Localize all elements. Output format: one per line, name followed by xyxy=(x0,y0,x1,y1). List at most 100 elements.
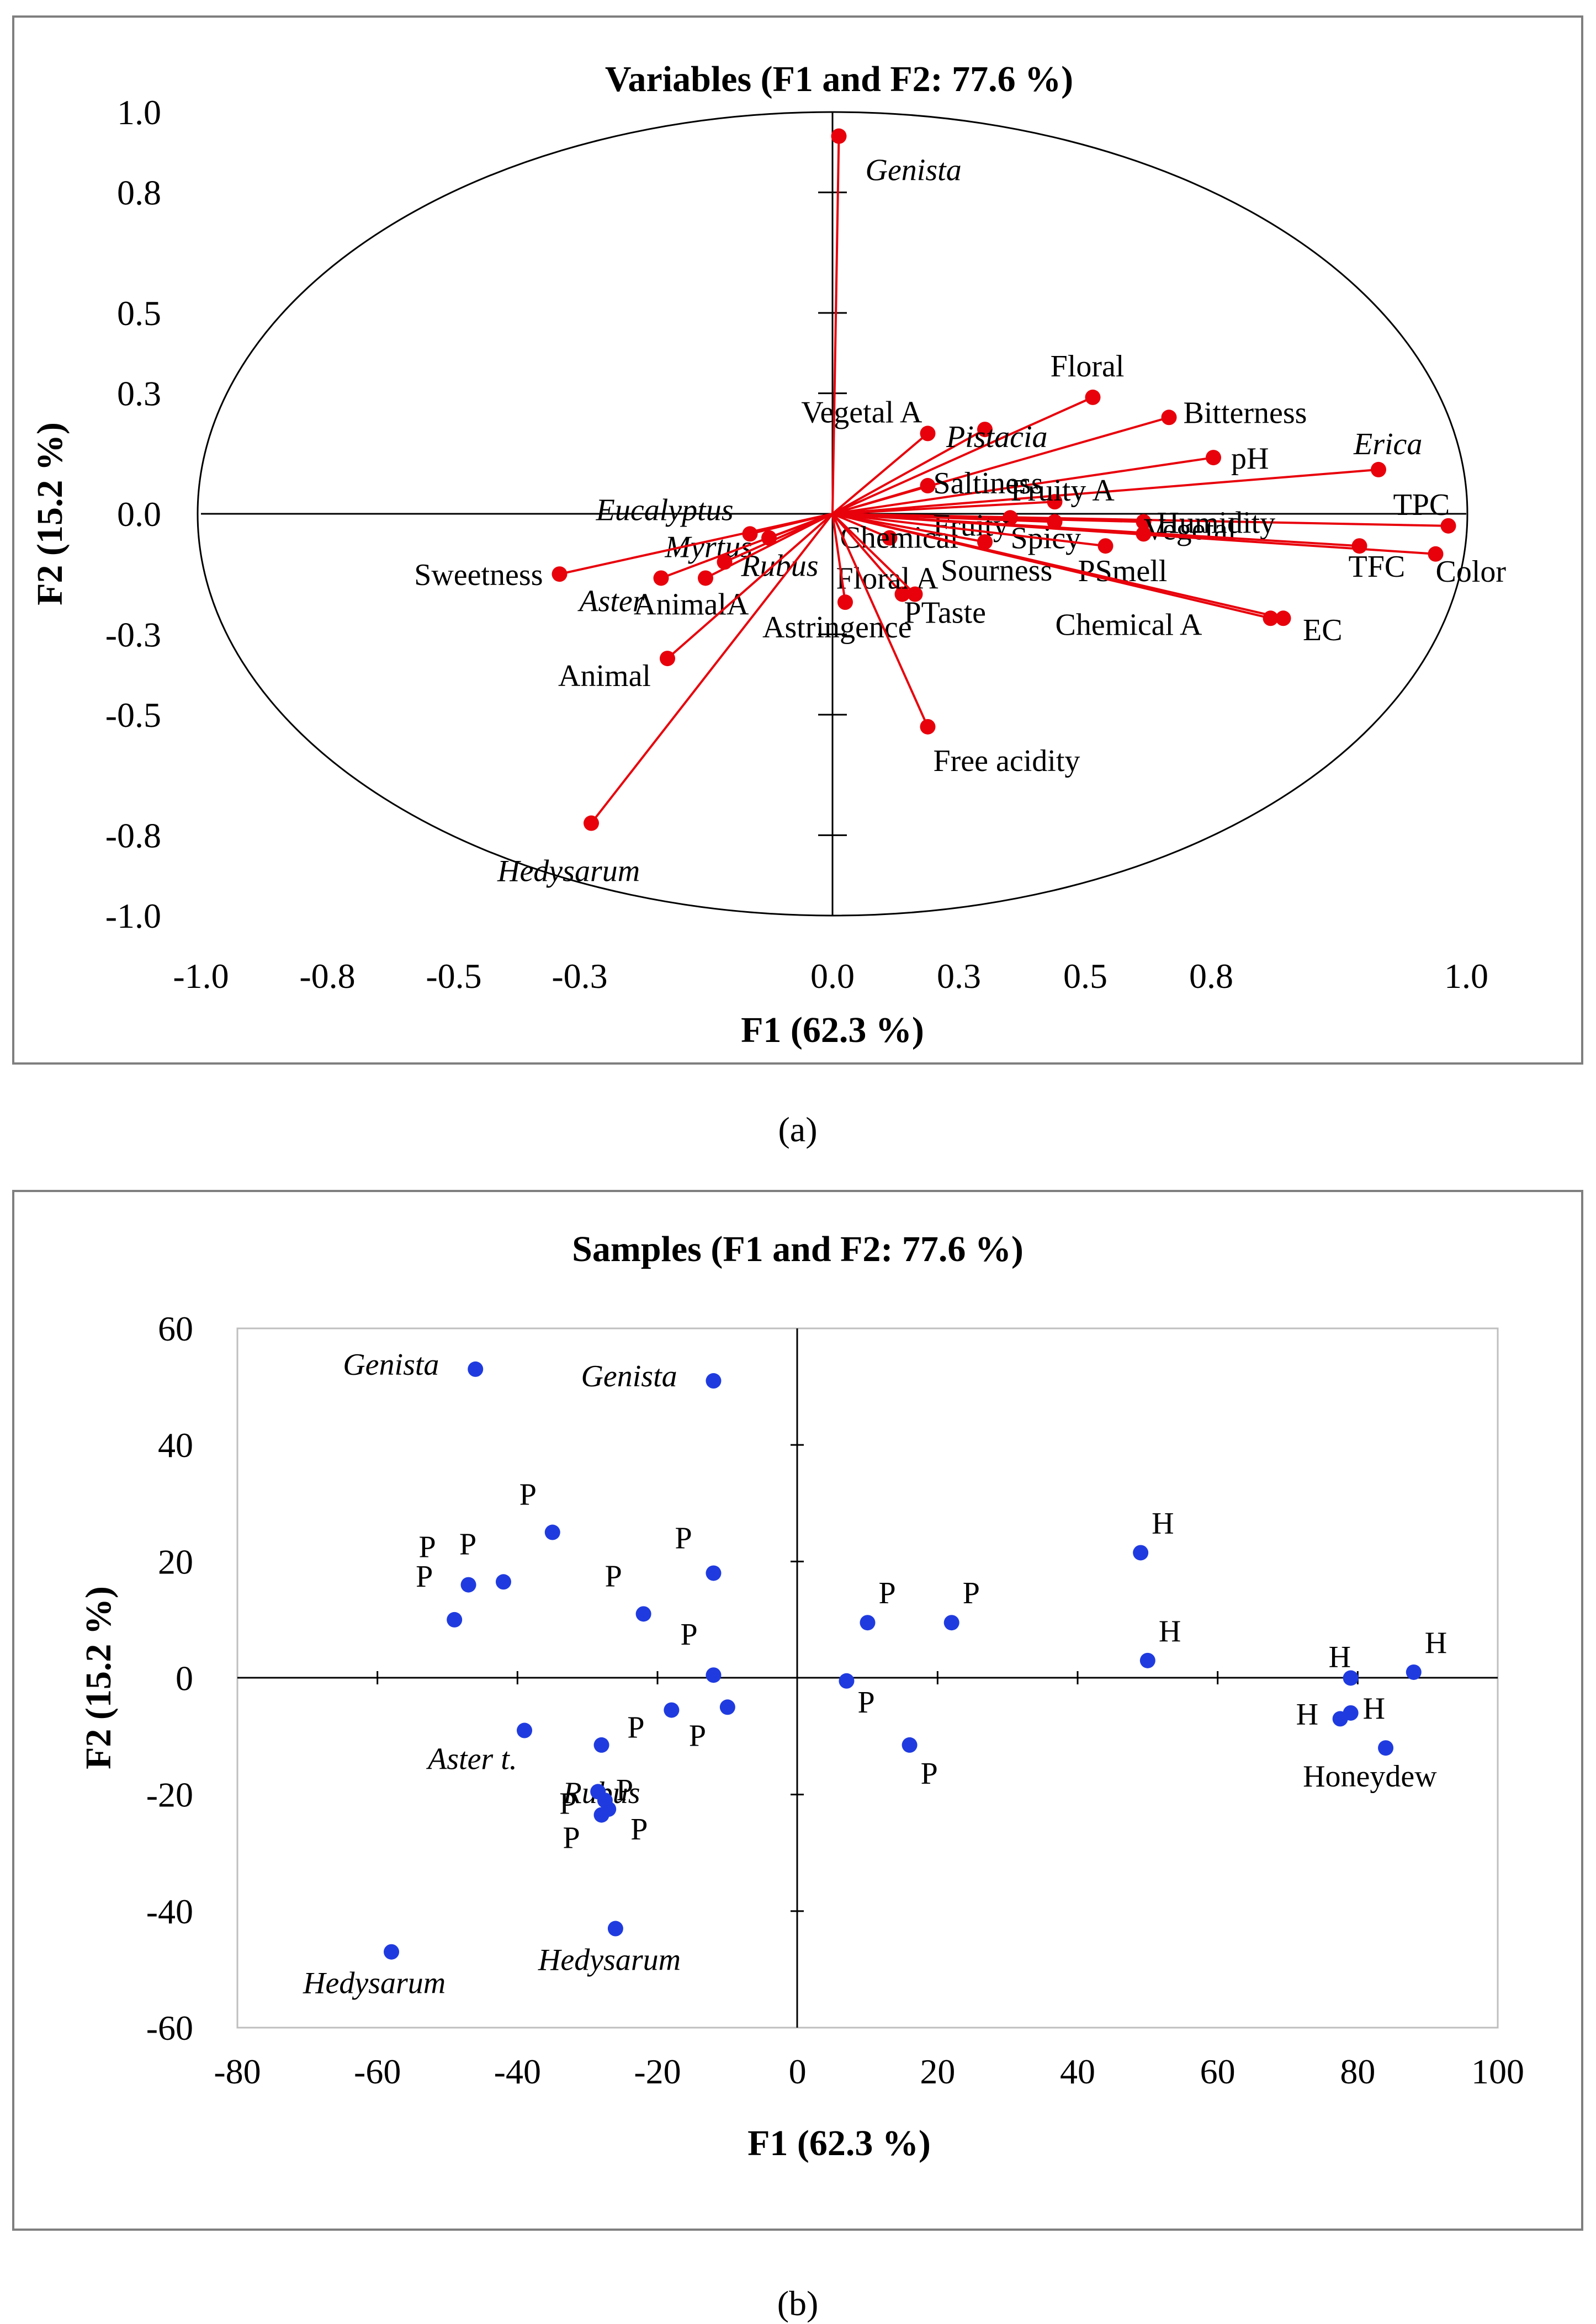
x-tick-label-a: 0.0 xyxy=(810,956,855,996)
vector-label-ph: pH xyxy=(1231,442,1269,476)
x-tick-label-a: -0.8 xyxy=(299,956,355,996)
sample-point-p xyxy=(593,1807,609,1823)
sample-point-p xyxy=(719,1699,735,1715)
sample-point-p xyxy=(902,1737,918,1753)
vector-label-eucalyptus: Eucalyptus xyxy=(596,493,734,527)
vector-label-erica: Erica xyxy=(1353,427,1422,461)
sample-label-p: P xyxy=(680,1618,697,1652)
x-tick-label-b: 0 xyxy=(789,2052,807,2091)
vector-point-fruity-a xyxy=(1047,494,1063,510)
x-tick-label-b: 80 xyxy=(1340,2052,1375,2091)
vector-point-hedysarum xyxy=(584,815,599,831)
sample-point-genista xyxy=(468,1361,484,1377)
vector-label-aster: Aster xyxy=(577,584,644,618)
sample-label-p: P xyxy=(563,1821,580,1855)
ticks-b: -80 -60 -40 -20 0 20 40 60 80 100 -60 -40 -20 0 20 40 60 xyxy=(146,1309,1524,2091)
x-tick-label-b: -40 xyxy=(494,2052,541,2091)
y-tick-label-b: -40 xyxy=(146,1892,193,1931)
panel-b: Samples (F1 and F2: 77.6 %) -80 -60 -40 -20… xyxy=(12,1190,1583,2231)
caption-b: (b) xyxy=(777,2284,819,2323)
y-axis-label-a: F2 (15.2 %) xyxy=(30,422,70,605)
y-tick-label-a: 0.8 xyxy=(117,173,161,212)
vector-label-free-acidity: Free acidity xyxy=(934,744,1080,778)
y-tick-label-a: -1.0 xyxy=(105,896,161,935)
vector-label-tfc: TFC xyxy=(1349,550,1406,584)
sample-label-p: P xyxy=(559,1786,576,1821)
y-tick-label-b: 60 xyxy=(158,1309,193,1348)
vector-label-bitterness: Bitterness xyxy=(1184,396,1307,430)
sample-label-genista: Genista xyxy=(343,1348,439,1382)
vector-label-fruity-a: Fruity A xyxy=(1011,474,1115,508)
vector-ptaste xyxy=(831,513,916,595)
sample-point-h xyxy=(1406,1664,1422,1680)
sample-point-p xyxy=(635,1606,651,1622)
panel-a-frame xyxy=(12,15,1583,1065)
vector-label-hedysarum: Hedysarum xyxy=(497,854,640,889)
vector-vegetal-a xyxy=(831,432,929,515)
vector-point-animal xyxy=(660,651,675,667)
x-axis-label-a: F1 (62.3 %) xyxy=(741,1010,924,1050)
chart-title-b: Samples (F1 and F2: 77.6 %) xyxy=(572,1229,1024,1269)
x-tick-label-a: -0.3 xyxy=(552,956,607,996)
y-tick-label-a: 0.5 xyxy=(117,294,161,333)
sample-label-hedysarum: Hedysarum xyxy=(303,1966,446,2001)
vector-point-sourness xyxy=(977,534,993,550)
vector-point-sweetness xyxy=(552,566,568,582)
vector-hedysarum xyxy=(590,513,834,824)
sample-label-h: H xyxy=(1152,1506,1174,1540)
sample-point-hedysarum xyxy=(384,1944,400,1960)
vector-point-ec xyxy=(1275,610,1291,626)
vector-point-floral-a xyxy=(894,586,910,602)
vector-point-eucalyptus xyxy=(742,526,758,542)
y-tick-label-b: 40 xyxy=(158,1426,193,1465)
sample-label-p: P xyxy=(879,1576,896,1610)
vector-genista xyxy=(831,136,840,514)
vector-point-spicy xyxy=(1047,514,1063,530)
vector-saltiness xyxy=(832,485,929,515)
vector-label-ec: EC xyxy=(1303,613,1343,647)
sample-point-p xyxy=(943,1615,959,1631)
vectors-a: Genista Floral Bitterness Pistacia Vegetal A… xyxy=(414,128,1507,889)
vector-label-color: Color xyxy=(1436,555,1507,589)
sample-point-rubus xyxy=(593,1737,609,1753)
x-tick-label-a: 0.8 xyxy=(1189,956,1233,996)
sample-label-h: H xyxy=(1425,1626,1447,1660)
vector-label-vegetal: Vegetal xyxy=(1144,512,1237,546)
panel-a: Variables (F1 and F2: 77.6 %) -1.0 -0.8 -0… xyxy=(12,15,1583,1065)
sample-point-p xyxy=(447,1612,463,1628)
vector-sweetness xyxy=(559,513,833,576)
sample-label-hedysarum: Hedysarum xyxy=(538,1943,681,1977)
y-tick-label-b: 20 xyxy=(158,1542,193,1581)
x-tick-label-a: 1.0 xyxy=(1444,956,1488,996)
vector-label-saltiness: Saltiness xyxy=(934,466,1043,501)
vector-aster xyxy=(660,513,833,579)
vector-point-free-acidity xyxy=(920,719,936,735)
vector-label-sourness: Sourness xyxy=(941,554,1052,588)
y-tick-label-b: -20 xyxy=(146,1775,193,1815)
sample-label-p: P xyxy=(857,1685,874,1720)
sample-label-p: P xyxy=(519,1478,537,1512)
sample-label-p: P xyxy=(616,1773,633,1807)
y-tick-label-a: 0.3 xyxy=(117,374,161,413)
vector-label-vegetal-a: Vegetal A xyxy=(801,395,922,429)
vector-point-tpc xyxy=(1440,518,1456,534)
x-tick-label-a: -0.5 xyxy=(426,956,481,996)
y-tick-label-b: -60 xyxy=(146,2008,193,2048)
x-tick-label-b: 20 xyxy=(920,2052,955,2091)
sample-label-p: P xyxy=(627,1711,644,1745)
sample-label-p: P xyxy=(419,1530,436,1565)
y-tick-label-a: -0.8 xyxy=(105,816,161,855)
vector-label-animal: Animal xyxy=(558,659,651,693)
vector-point-astringence xyxy=(837,594,853,610)
sample-label-p: P xyxy=(416,1560,433,1594)
vector-pistacia xyxy=(832,428,985,515)
vector-point-animala xyxy=(698,570,713,586)
vector-label-animala: AnimalA xyxy=(634,587,749,621)
sample-label-genista: Genista xyxy=(581,1359,677,1394)
sample-point-p xyxy=(664,1702,680,1718)
vector-label-pistacia: Pistacia xyxy=(946,420,1048,454)
vector-label-genista: Genista xyxy=(866,153,962,188)
sample-point-p xyxy=(495,1574,511,1590)
vector-label-floral: Floral xyxy=(1051,349,1125,384)
